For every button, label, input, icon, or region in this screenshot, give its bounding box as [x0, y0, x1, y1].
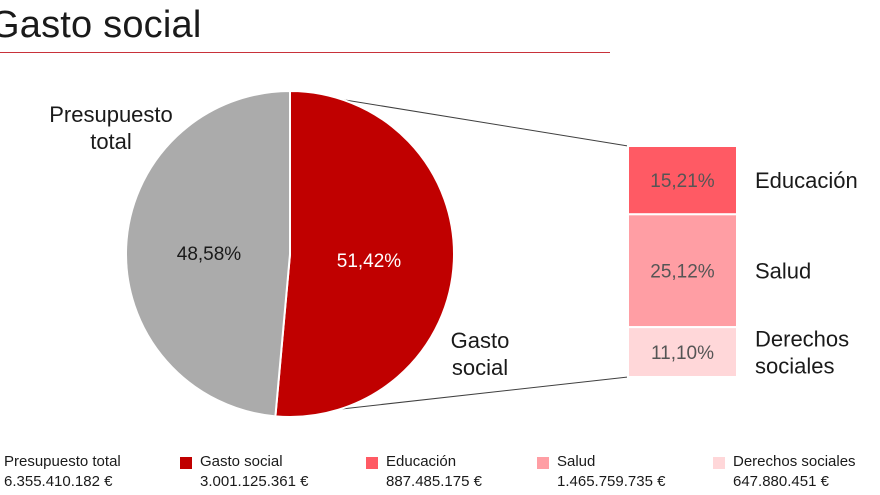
pie-slice-presupuesto-total [125, 89, 291, 418]
legend-label: Presupuesto total [4, 453, 121, 470]
pie-pct-label-presupuesto-total: 48,58% [177, 244, 242, 265]
bar-name-label-educacion: Educación [755, 168, 858, 193]
pie-slices [125, 89, 455, 418]
pie-outer-label-gasto-social: Gasto [451, 328, 510, 353]
pie-outer-label-presupuesto-total: total [90, 129, 132, 154]
bar-name-label-salud: Salud [755, 259, 811, 284]
breakdown-labels: 15,21% Educación 25,12% Salud 11,10% Derechos… [650, 168, 857, 378]
pie-outer-label-presupuesto-total: Presupuesto [49, 102, 173, 127]
legend-amount: 887.485.175 € [386, 473, 482, 490]
legend: Presupuesto total 6.355.410.182 € Gasto so… [0, 452, 880, 495]
legend-swatch [366, 457, 378, 469]
bar-name-label-derechos-sociales: Derechos [755, 327, 849, 352]
bar-pct-label-salud: 25,12% [650, 262, 715, 283]
legend-swatch [713, 457, 725, 469]
bar-pct-label-educacion: 15,21% [650, 171, 715, 192]
legend-label: Salud [557, 453, 596, 470]
chart-title: Gasto social [0, 4, 202, 46]
legend-amount: 3.001.125.361 € [200, 473, 309, 490]
legend-swatch [180, 457, 192, 469]
legend-label: Derechos sociales [733, 453, 856, 470]
bar-segment-salud [627, 213, 738, 329]
bar-segment-derechos-sociales [627, 326, 738, 379]
pie-pct-label-gasto-social: 51,42% [337, 251, 402, 272]
title-rule [0, 52, 610, 53]
bar-name-label-derechos-sociales: sociales [755, 354, 834, 379]
legend-label: Educación [386, 453, 457, 470]
legend-swatch [537, 457, 549, 469]
pie-outer-label-gasto-social: social [452, 355, 508, 380]
legend-amount: 647.880.451 € [733, 473, 829, 490]
legend-amount: 1.465.759.735 € [557, 473, 666, 490]
legend-amount: 6.355.410.182 € [4, 473, 113, 490]
breakdown-bar [627, 145, 738, 379]
pie-slice-gasto-social [274, 89, 455, 418]
bar-pct-label-derechos-sociales: 11,10% [651, 343, 714, 364]
legend-label: Gasto social [200, 453, 283, 470]
pie-of-bar-chart: 51,42%Gastosocial48,58%Presupuestototal … [49, 89, 858, 418]
